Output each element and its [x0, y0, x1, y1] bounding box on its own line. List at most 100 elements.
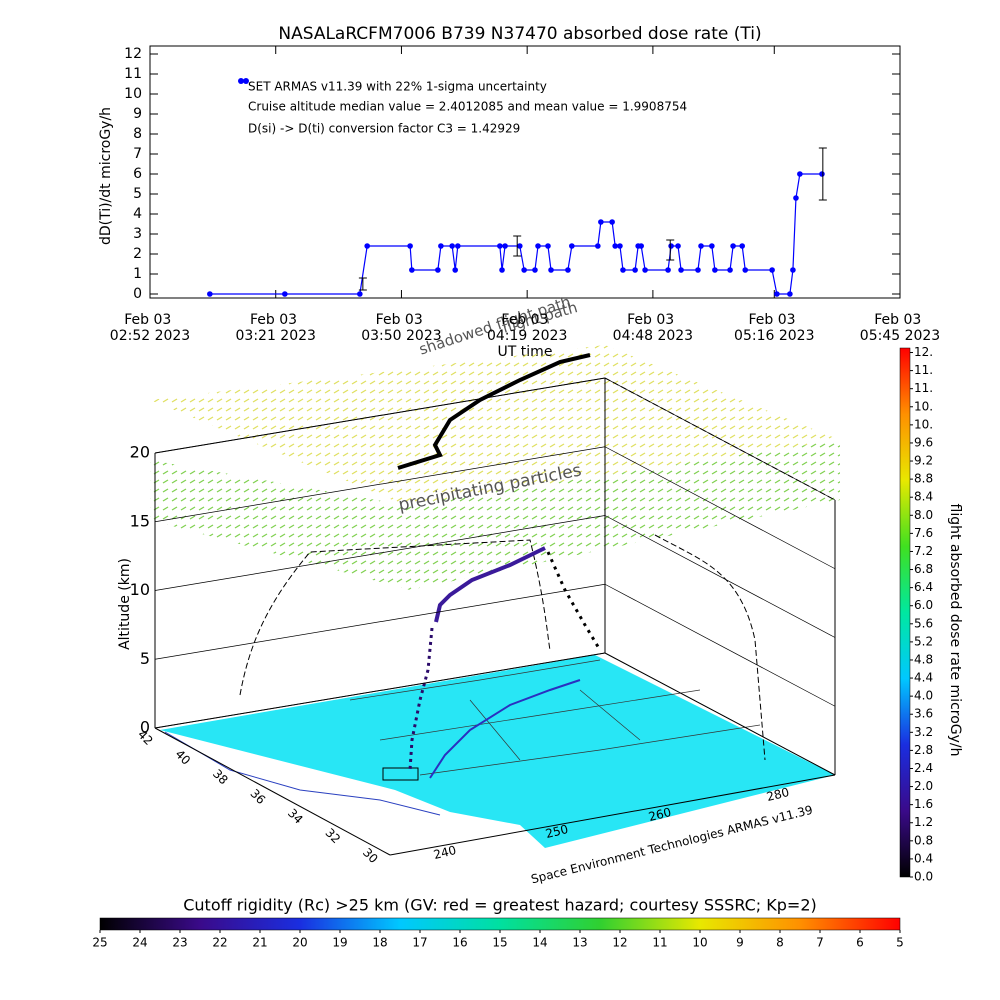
colorbar: [899, 347, 911, 878]
data-point: [548, 267, 554, 273]
colorbar-tick-label: 3.6: [914, 707, 933, 721]
grid-line: [154, 377, 606, 454]
colorbar-tick-label: 6.4: [914, 580, 933, 594]
data-point: [790, 267, 796, 273]
colorbar-tick-label: 5.6: [914, 616, 933, 630]
descent-path: [546, 551, 602, 651]
airport-box: [382, 767, 419, 781]
colorbar-tick-label: 8.4: [914, 490, 933, 504]
annotation: Cruise altitude median value = 2.4012085…: [248, 100, 687, 114]
data-point: [207, 291, 213, 297]
x-tick-label: Feb 03 05:16 2023: [734, 312, 814, 344]
particles-lower: [150, 440, 840, 590]
colorbar-tick-label: 15: [492, 936, 507, 950]
grid-line: [604, 515, 836, 638]
colorbar-label: flight absorbed dose rate microGy/h: [947, 504, 963, 757]
data-point: [438, 243, 444, 249]
data-point: [739, 243, 745, 249]
data-point: [407, 243, 413, 249]
colorbar-tick-label: 9: [736, 936, 744, 950]
y-tick-label: 6: [133, 166, 142, 182]
colorbar-title: Cutoff rigidity (Rc) >25 km (GV: red = g…: [183, 896, 817, 915]
colorbar-tick-label: 25: [92, 936, 107, 950]
data-point: [712, 267, 718, 273]
error-bar: [666, 239, 675, 261]
x-tick-label: Feb 03 02:52 2023: [110, 312, 190, 344]
data-point: [612, 243, 618, 249]
y-tick-label: 10: [124, 86, 142, 102]
shadow-curve: [239, 539, 551, 696]
colorbar-tick-label: 3.2: [914, 725, 933, 739]
colorbar-tick-label: 9.6: [914, 435, 933, 449]
y-axis-label: dD(Ti)/dt microGy/h: [98, 107, 114, 245]
lon-tick-label: 240: [432, 843, 458, 862]
grid-line: [604, 446, 836, 570]
colorbar-tick-label: 23: [172, 936, 187, 950]
data-point: [545, 243, 551, 249]
lat-tick-label: 34: [285, 806, 306, 827]
colorbar-tick-label: 0.4: [914, 851, 933, 865]
colorbar-tick-label: 12.: [914, 345, 933, 359]
grid-line: [154, 446, 606, 523]
series-line: [209, 173, 822, 295]
data-point: [769, 267, 775, 273]
colorbar-tick-label: 1.6: [914, 797, 933, 811]
data-point: [678, 267, 684, 273]
shadow-path: [397, 353, 591, 470]
y-tick-label: 11: [124, 66, 142, 82]
annotation: D(si) -> D(ti) conversion factor C3 = 1.…: [248, 122, 520, 136]
lon-tick-label: 260: [647, 805, 673, 824]
data-point: [730, 243, 736, 249]
data-point: [532, 267, 538, 273]
data-point: [357, 291, 363, 297]
data-point: [497, 243, 503, 249]
data-point: [598, 219, 604, 225]
lat-tick-label: 42: [135, 727, 156, 748]
data-point: [774, 291, 780, 297]
colorbar-tick-label: 11.: [914, 363, 933, 377]
z-tick-label: 10: [130, 580, 150, 599]
error-bar: [358, 277, 367, 291]
particles-upper: [150, 345, 840, 505]
colorbar-tick-label: 13: [572, 936, 587, 950]
colorbar-tick-label: 10: [692, 936, 707, 950]
data-point: [455, 243, 461, 249]
data-point: [535, 243, 541, 249]
data-point: [695, 267, 701, 273]
y-tick-label: 4: [133, 206, 142, 222]
colorbar-tick-label: 1.2: [914, 815, 933, 829]
flight-path-3d: [434, 546, 546, 623]
data-point: [435, 267, 441, 273]
error-bar: [513, 235, 522, 257]
data-point: [675, 243, 681, 249]
data-point: [620, 267, 626, 273]
data-point: [665, 267, 671, 273]
data-point: [819, 171, 825, 177]
data-point: [521, 267, 527, 273]
shadow-curve: [654, 534, 766, 761]
data-point: [638, 243, 644, 249]
colorbar-tick-label: 8.8: [914, 472, 933, 486]
colorbar-tick-label: 6.8: [914, 562, 933, 576]
data-point: [409, 267, 415, 273]
data-point: [797, 171, 803, 177]
colorbar-tick-label: 6.0: [914, 598, 933, 612]
x-tick-label: Feb 03 03:50 2023: [361, 312, 441, 344]
colorbar-tick-label: 10.: [914, 399, 933, 413]
data-point: [617, 243, 623, 249]
data-point: [698, 243, 704, 249]
colorbar-tick-label: 2.4: [914, 761, 933, 775]
colorbar-tick-label: 7.6: [914, 526, 933, 540]
colorbar-tick-label: 11.: [914, 381, 933, 395]
colorbar-tick-label: 0.0: [914, 870, 933, 884]
y-tick-label: 12: [124, 46, 142, 62]
colorbar-tick-label: 4.0: [914, 689, 933, 703]
colorbar-tick-label: 19: [332, 936, 347, 950]
y-tick-label: 2: [133, 246, 142, 262]
data-point: [609, 219, 615, 225]
y-tick-label: 1: [133, 266, 142, 282]
colorbar-tick-label: 4.8: [914, 652, 933, 666]
data-point: [595, 243, 601, 249]
colorbar-tick-label: 0.8: [914, 833, 933, 847]
